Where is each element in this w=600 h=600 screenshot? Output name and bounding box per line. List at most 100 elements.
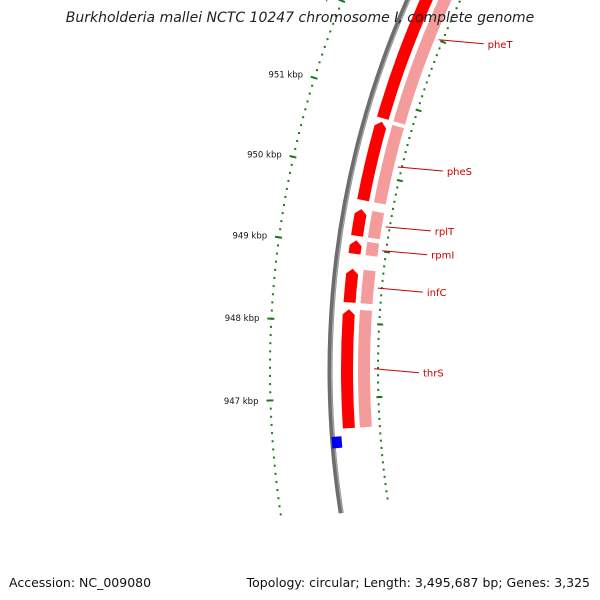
gene-labels: thrS infC rpmI rplT pheS pheT	[373, 39, 514, 380]
minor-dot-outer	[438, 47, 441, 50]
minor-dot-inner	[275, 480, 278, 483]
minor-dot-outer	[408, 137, 411, 140]
minor-dot-inner	[296, 139, 299, 142]
minor-dot-inner	[321, 53, 324, 56]
backbone-highlight	[331, 0, 411, 513]
minor-dot-outer	[455, 7, 458, 10]
minor-dot-outer	[423, 88, 426, 91]
gene-block-pheT	[377, 0, 433, 120]
minor-dot-inner	[284, 195, 287, 198]
minor-dot-outer	[383, 265, 386, 268]
minor-dot-inner	[300, 124, 303, 127]
minor-dot-inner	[311, 84, 314, 87]
minor-dot-outer	[377, 374, 380, 377]
minor-dot-inner	[289, 171, 292, 174]
gene-leader-pheT	[438, 39, 484, 45]
gene-label-rplT: rplT	[435, 227, 455, 238]
minor-dot-outer	[384, 483, 387, 486]
accession-text: Accession: NC_009080	[9, 575, 152, 590]
minor-dot-inner	[269, 325, 272, 328]
minor-dot-outer	[435, 54, 438, 57]
minor-dot-outer	[410, 130, 413, 133]
minor-dot-inner	[270, 415, 273, 418]
minor-dot-inner	[272, 456, 275, 459]
tick-mark	[274, 235, 283, 239]
minor-dot-inner	[302, 116, 305, 119]
minor-dot-inner	[273, 464, 276, 467]
gene-leader-rplT	[385, 226, 431, 232]
gene-shadow-pheS	[373, 124, 404, 205]
minor-dot-inner	[318, 61, 321, 64]
minor-dot-outer	[393, 200, 396, 203]
minor-dot-outer	[381, 279, 384, 282]
minor-dot-inner	[269, 374, 272, 377]
minor-dot-inner	[271, 301, 274, 304]
minor-dot-inner	[270, 423, 273, 426]
minor-dot-outer	[381, 461, 384, 464]
minor-dot-inner	[278, 505, 281, 508]
minor-dot-outer	[404, 151, 407, 154]
gene-label-pheT: pheT	[488, 40, 514, 51]
minor-dot-inner	[323, 45, 326, 48]
tick-label: 948 kbp	[225, 314, 260, 324]
minor-dot-outer	[379, 432, 382, 435]
gene-leader-thrS	[373, 368, 420, 374]
minor-dot-outer	[452, 13, 455, 16]
minor-dot-outer	[433, 60, 436, 63]
minor-dot-inner	[335, 15, 338, 18]
minor-dot-outer	[377, 366, 380, 369]
tick-label: 950 kbp	[247, 150, 282, 160]
minor-dot-outer	[378, 316, 381, 319]
minor-dot-outer	[386, 243, 389, 246]
minor-dot-inner	[326, 38, 329, 41]
minor-dot-outer	[414, 116, 417, 119]
tick-label: 949 kbp	[232, 232, 267, 242]
backbone-arc	[327, 0, 411, 514]
minor-dot-outer	[377, 403, 380, 406]
tick-mark-outer	[439, 39, 447, 45]
minor-dot-inner	[269, 334, 272, 337]
gene-block-rplT	[351, 209, 367, 237]
gene-label-rpmI: rpmI	[431, 251, 454, 262]
genome-summary-text: Topology: circular; Length: 3,495,687 bp…	[246, 575, 590, 590]
minor-dot-inner	[285, 187, 288, 190]
minor-dot-inner	[269, 342, 272, 345]
minor-dot-outer	[377, 381, 380, 384]
minor-dot-inner	[272, 285, 275, 288]
minor-dot-inner	[294, 147, 297, 150]
gene-shadow-infC	[360, 269, 376, 305]
minor-dot-outer	[377, 352, 380, 355]
gene-shadow-thrS	[357, 309, 372, 428]
minor-dot-inner	[279, 513, 282, 516]
minor-dot-outer	[379, 308, 382, 311]
minor-dot-inner	[275, 252, 278, 255]
minor-dot-outer	[388, 229, 391, 232]
minor-dot-inner	[269, 391, 272, 394]
feature-blue-top	[331, 436, 343, 449]
tick-mark	[289, 155, 297, 159]
minor-dot-outer	[430, 67, 433, 70]
minor-dot-outer	[390, 215, 393, 218]
minor-dot-outer	[379, 439, 382, 442]
minor-dot-outer	[399, 172, 402, 175]
minor-dot-outer	[379, 301, 382, 304]
gene-shadow-pheT	[393, 0, 452, 125]
minor-dot-outer	[383, 475, 386, 478]
tick-label: 951 kbp	[268, 70, 303, 80]
minor-dot-outer	[378, 425, 381, 428]
minor-dot-inner	[308, 92, 311, 95]
minor-dot-inner	[271, 440, 274, 443]
minor-dot-outer	[443, 33, 446, 36]
minor-dot-outer	[377, 410, 380, 413]
minor-dot-inner	[269, 383, 272, 386]
gene-leader-rpmI	[382, 250, 428, 256]
minor-dot-inner	[271, 432, 274, 435]
gene-label-infC: infC	[427, 288, 447, 299]
gene-track	[341, 0, 452, 429]
minor-dot-outer	[377, 345, 380, 348]
minor-dot-inner	[270, 309, 273, 312]
tick-mark-outer	[383, 250, 391, 254]
minor-dot-outer	[425, 81, 428, 84]
chromosome-backbone	[327, 0, 411, 514]
